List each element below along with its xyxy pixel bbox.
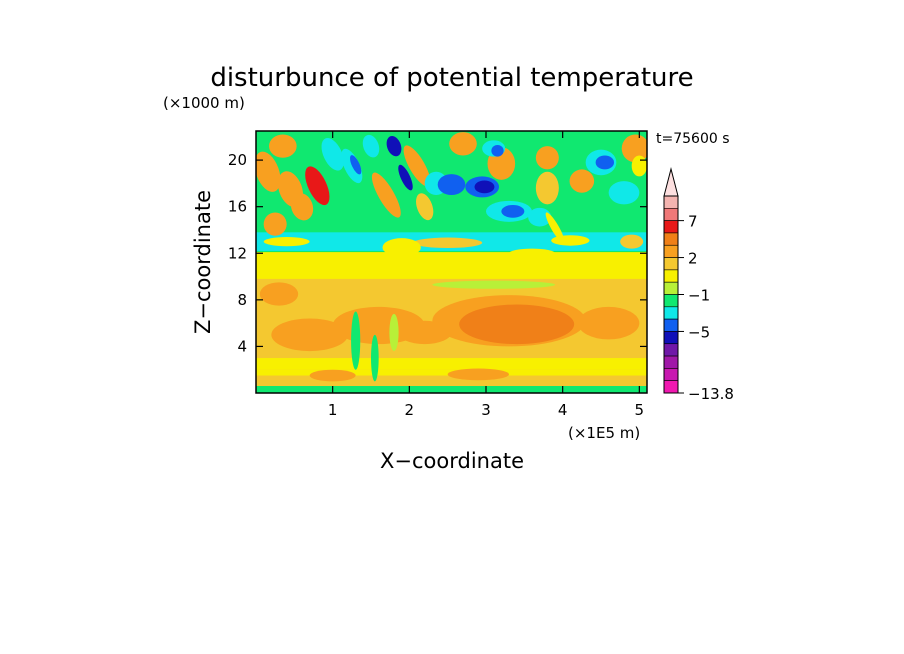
field-blob — [341, 148, 363, 184]
x-unit-label: (×1E5 m) — [568, 424, 640, 442]
field-blob — [569, 169, 595, 193]
colorbar-swatch — [663, 208, 679, 221]
colorbar-label: −13.8 — [688, 385, 734, 403]
colorbar: 7 2 −1 −5 −13.8 — [663, 167, 734, 403]
field-blob — [305, 166, 330, 206]
y-tick-label: 12 — [228, 244, 247, 262]
field-blob — [491, 144, 504, 157]
x-tick-label: 3 — [481, 401, 491, 419]
field-blob — [398, 164, 413, 191]
y-tick-label: 8 — [237, 291, 247, 309]
chart-title: disturbunce of potential temperature — [210, 63, 693, 93]
field-blob — [501, 204, 525, 218]
colorbar-label: 2 — [688, 250, 698, 268]
field-blob — [528, 207, 552, 227]
x-axis-label: X−coordinate — [380, 449, 524, 473]
field-tropopause-band — [256, 252, 647, 265]
field-blob — [269, 134, 297, 158]
field-blob — [263, 212, 287, 236]
field-blob — [371, 172, 401, 218]
field-blob — [290, 193, 314, 221]
x-tick-label: 2 — [405, 401, 415, 419]
field-blob — [371, 334, 379, 382]
field-blob — [413, 237, 483, 249]
field-blob — [382, 238, 421, 257]
colorbar-swatch — [663, 343, 679, 357]
colorbar-swatch — [663, 306, 679, 320]
field-blob — [259, 282, 299, 306]
field-blob — [389, 313, 399, 352]
plot-area — [256, 131, 647, 393]
field-blob — [351, 311, 361, 370]
field-blob — [474, 180, 495, 194]
field-blob — [595, 155, 615, 170]
colorbar-extension-arrow — [663, 167, 679, 197]
colorbar-swatch — [663, 257, 679, 271]
field-blob — [535, 171, 559, 205]
colorbar-swatch — [663, 220, 679, 234]
field-blob — [578, 306, 640, 340]
x-tick-label: 4 — [558, 401, 568, 419]
x-axis: 1 2 3 4 5 — [328, 131, 644, 419]
field-blob — [432, 280, 555, 289]
field-blob — [620, 234, 644, 249]
colorbar-swatch — [663, 281, 679, 295]
colorbar-swatch — [663, 232, 679, 246]
colorbar-label: −1 — [688, 287, 710, 305]
y-tick-label: 16 — [228, 198, 247, 216]
field-blob — [309, 369, 356, 382]
y-unit-label: (×1000 m) — [163, 94, 245, 112]
y-axis: 4 8 12 16 20 — [228, 151, 647, 355]
y-tick-label: 20 — [228, 151, 247, 169]
field-blob — [403, 145, 431, 187]
x-tick-label: 5 — [635, 401, 645, 419]
field-blob — [509, 248, 555, 258]
y-axis-label: Z−coordinate — [191, 190, 215, 334]
x-tick-label: 1 — [328, 401, 338, 419]
colorbar-swatch — [663, 244, 679, 258]
field-blob — [362, 134, 380, 158]
field-blob — [256, 151, 281, 192]
colorbar-swatch — [663, 318, 679, 332]
field-blob — [416, 193, 434, 221]
field-blob — [545, 212, 565, 243]
colorbar-label: −5 — [688, 323, 710, 341]
field-blob — [535, 146, 559, 170]
field-blob — [447, 368, 510, 381]
colorbar-swatch — [663, 195, 679, 209]
field-blob — [459, 304, 575, 345]
y-tick-label: 4 — [237, 337, 247, 355]
colorbar-swatch — [663, 355, 679, 369]
field-blob — [263, 236, 310, 247]
field-blob — [321, 137, 344, 171]
field-blob — [437, 174, 466, 196]
field-blob — [631, 155, 647, 177]
colorbar-swatch — [663, 294, 679, 308]
colorbar-swatch — [663, 269, 679, 283]
plot-frame — [255, 130, 648, 394]
field-blob — [621, 134, 647, 163]
field-blob — [397, 320, 452, 345]
field-blob — [350, 155, 362, 175]
colorbar-swatch — [663, 331, 679, 345]
colorbar-swatch — [663, 380, 679, 394]
field-ground-band — [256, 386, 647, 393]
time-label: t=75600 s — [656, 131, 730, 147]
colorbar-swatch — [663, 368, 679, 381]
field-blob — [271, 318, 348, 352]
field-blob — [608, 181, 640, 205]
field-blob — [386, 136, 402, 157]
field-blob — [449, 132, 477, 156]
colorbar-label: 7 — [688, 213, 698, 231]
